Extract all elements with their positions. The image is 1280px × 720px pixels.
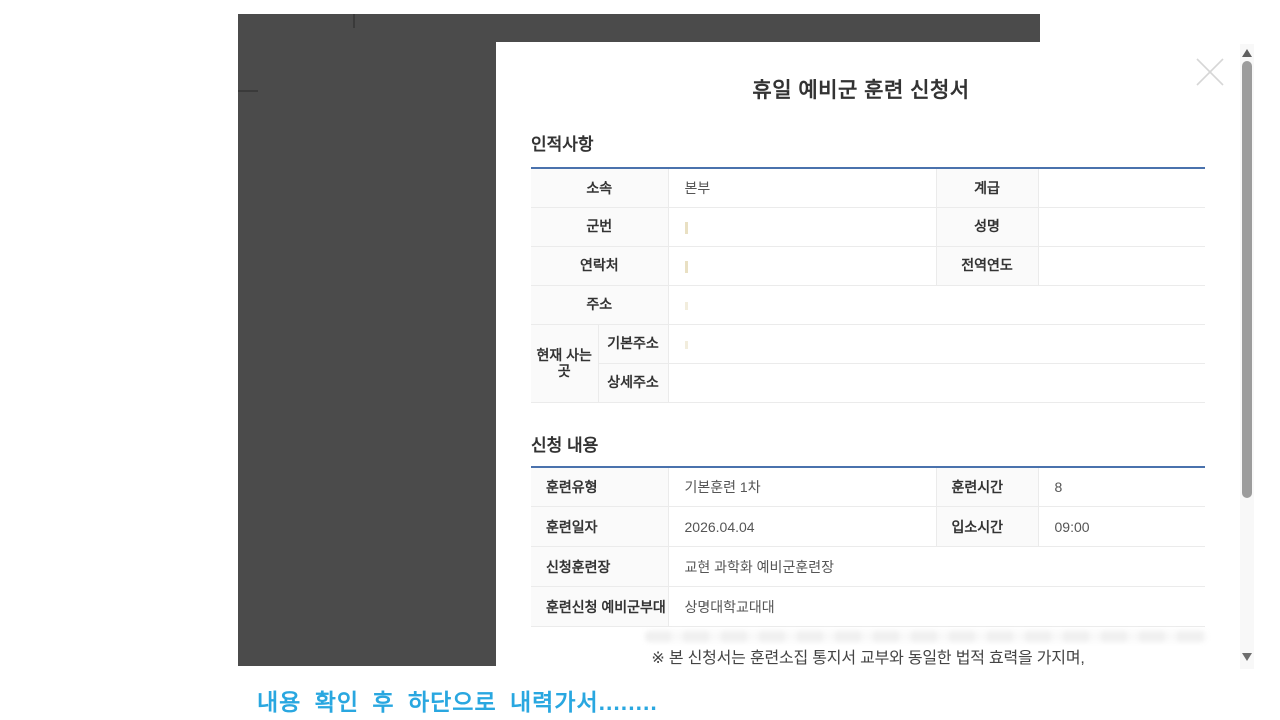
affiliation-label: 소속	[531, 167, 669, 208]
dimmed-page-overlay: 청이 기 휴일 예비군 훈련 신청서 인적사항 소속 본부 계급	[238, 14, 1256, 671]
contact-label: 연락처	[531, 245, 669, 286]
table-row: 현재 사는곳 기본주소	[531, 323, 1206, 403]
blurred-text-remnant	[645, 631, 1207, 642]
affiliation-value: 본부	[667, 167, 937, 208]
name-label: 성명	[935, 206, 1039, 247]
training-date-value: 2026.04.04	[667, 506, 937, 547]
discharge-year-label: 전역연도	[935, 245, 1039, 286]
reserve-unit-value: 상명대학교대대	[667, 586, 1205, 627]
table-row: 훈련유형 기본훈련 1차 훈련시간 8	[531, 466, 1205, 507]
application-info-table: 훈련유형 기본훈련 1차 훈련시간 8 훈련일자 2026.04.04 입소시간…	[531, 465, 1205, 627]
training-type-label: 훈련유형	[531, 466, 669, 507]
table-row: 군번 성명	[531, 206, 1206, 247]
reserve-unit-label: 훈련신청 예비군부대	[531, 586, 669, 627]
detail-address-label: 상세주소	[598, 362, 669, 403]
modal-title: 휴일 예비군 훈련 신청서	[752, 79, 970, 102]
entry-time-value: 09:00	[1037, 506, 1205, 547]
entry-time-label: 입소시간	[935, 506, 1039, 547]
modal-content: 인적사항 소속 본부 계급 군번 성명 연락처	[531, 42, 1206, 627]
rank-value	[1037, 167, 1206, 208]
service-number-label: 군번	[531, 206, 669, 247]
table-row: 상세주소	[531, 362, 1206, 403]
training-site-value: 교현 과학화 예비군훈련장	[667, 546, 1205, 587]
table-row: 훈련신청 예비군부대 상명대학교대대	[531, 586, 1205, 627]
annotation-caption: 내용 확인 후 하단으로 내력가서........	[257, 689, 658, 715]
redacted-value-mark	[684, 340, 688, 349]
training-application-modal: 휴일 예비군 훈련 신청서 인적사항 소속 본부 계급 군번	[496, 42, 1256, 671]
name-value	[1037, 206, 1206, 247]
scrollbar-up-arrow-icon[interactable]	[1242, 49, 1252, 57]
table-row: 신청훈련장 교현 과학화 예비군훈련장	[531, 546, 1205, 587]
background-line	[353, 14, 355, 28]
legal-note: ※ 본 신청서는 훈련소집 통지서 교부와 동일한 법적 효력을 가지며,	[651, 650, 1085, 667]
residence-label: 현재 사는곳	[531, 323, 599, 403]
training-hours-label: 훈련시간	[935, 466, 1039, 507]
scrollbar-down-arrow-icon[interactable]	[1242, 653, 1252, 661]
training-type-value: 기본훈련 1차	[667, 466, 937, 507]
close-button[interactable]	[1190, 52, 1230, 92]
training-site-label: 신청훈련장	[531, 546, 669, 587]
background-line	[238, 90, 258, 92]
close-icon	[1196, 58, 1224, 86]
table-row: 주소	[531, 284, 1206, 325]
redacted-value-mark	[684, 221, 688, 234]
address-value	[667, 284, 1206, 325]
discharge-year-value	[1037, 245, 1206, 286]
detail-address-value	[667, 362, 1206, 403]
training-date-label: 훈련일자	[531, 506, 669, 547]
contact-value	[667, 245, 937, 286]
table-row: 연락처 전역연도	[531, 245, 1206, 286]
base-address-label: 기본주소	[597, 323, 669, 364]
scrollbar-thumb[interactable]	[1242, 61, 1252, 498]
modal-scrollbar[interactable]	[1240, 44, 1254, 669]
table-row: 훈련일자 2026.04.04 입소시간 09:00	[531, 506, 1205, 547]
section-heading-personal: 인적사항	[531, 135, 594, 154]
redacted-value-mark	[684, 260, 688, 273]
address-label: 주소	[531, 284, 669, 325]
service-number-value	[667, 206, 937, 247]
personal-info-table: 소속 본부 계급 군번 성명 연락처 전역연도	[531, 167, 1206, 403]
rank-label: 계급	[935, 167, 1039, 208]
training-hours-value: 8	[1037, 466, 1205, 507]
redacted-value-mark	[684, 301, 688, 310]
table-row: 소속 본부 계급	[531, 167, 1206, 208]
section-heading-application: 신청 내용	[531, 435, 599, 455]
base-address-value	[667, 323, 1206, 364]
